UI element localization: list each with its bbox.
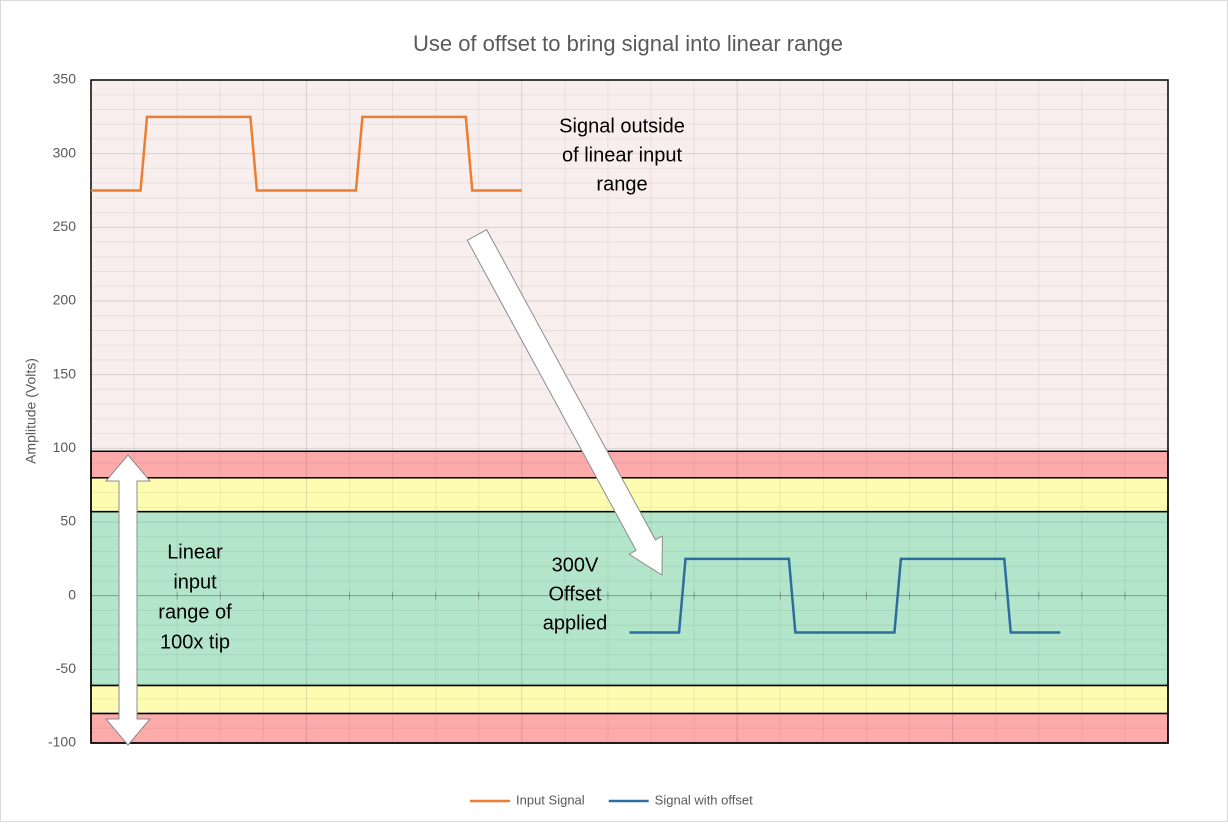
arrow [104, 454, 152, 746]
y-tick-label: 0 [68, 586, 76, 602]
series-line [91, 115, 522, 192]
annotation: Signal outside [559, 115, 685, 137]
y-tick-label: 50 [60, 513, 76, 529]
annotation: applied [543, 612, 608, 634]
annotation: 300V [552, 554, 599, 576]
annotation: Offset [549, 583, 602, 605]
annotation: Linear [167, 541, 223, 563]
y-tick-label: 300 [53, 144, 77, 160]
zone [90, 450, 1169, 479]
y-tick-label: 200 [53, 292, 77, 308]
legend-label: Signal with offset [655, 792, 753, 807]
y-axis-label: Amplitude (Volts) [23, 358, 39, 464]
y-tick-label: 350 [53, 71, 77, 87]
annotation: range [596, 173, 647, 195]
zone [90, 510, 1169, 687]
annotation: 100x tip [160, 631, 230, 653]
y-tick-label: -50 [56, 660, 76, 676]
y-tick-label: 250 [53, 218, 77, 234]
y-tick-label: 100 [53, 439, 77, 455]
legend-label: Input Signal [516, 792, 585, 807]
series-line [629, 557, 1061, 634]
annotation: range of [158, 601, 232, 623]
plot-border [90, 79, 1169, 744]
y-tick-label: -100 [48, 734, 76, 750]
zone [90, 684, 1169, 715]
arrow [466, 229, 663, 576]
annotation: input [173, 571, 217, 593]
annotation: of linear input [562, 144, 683, 166]
chart-title: Use of offset to bring signal into linea… [413, 31, 843, 56]
y-tick-label: 150 [53, 365, 77, 381]
